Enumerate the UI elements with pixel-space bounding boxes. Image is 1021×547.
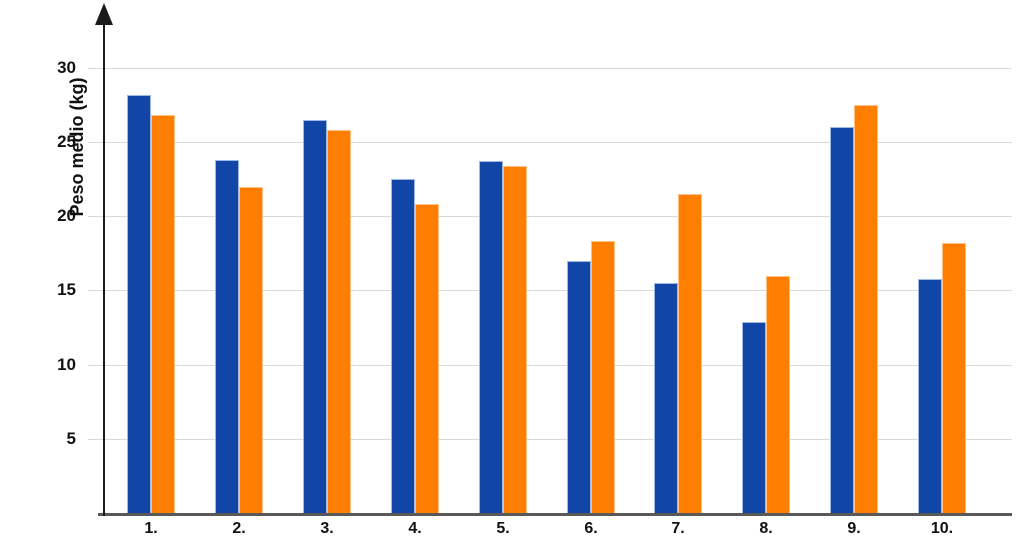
gridline [88,290,1012,291]
x-tick-label: 10. [930,520,954,537]
bar-serie-naranja-cat-3 [327,130,351,513]
x-tick-label: 6. [584,520,598,537]
y-tick-label: 5 [66,429,76,448]
y-tick-label: 25 [57,132,76,151]
x-tick-label: 5. [496,520,510,537]
bar-serie-naranja-cat-4 [415,204,439,513]
bar-serie-azul-cat-2 [215,160,239,513]
bar-serie-naranja-cat-5 [503,166,527,513]
gridline [88,365,1012,366]
bar-serie-azul-cat-3 [303,120,327,513]
gridline [88,439,1012,440]
x-tick-label: 1. [144,520,158,537]
x-tick-label: 3. [320,520,334,537]
x-tick-label: 7. [671,520,685,537]
x-tick-label: 4. [408,520,422,537]
x-axis-line [98,513,1012,516]
bar-serie-naranja-cat-8 [766,276,790,513]
bar-serie-azul-cat-6 [567,261,591,513]
x-tick-label: 9. [847,520,861,537]
y-axis-arrowhead-icon [95,3,113,25]
bar-serie-azul-cat-8 [742,322,766,513]
bar-serie-naranja-cat-2 [239,187,263,513]
bar-serie-azul-cat-5 [479,161,503,513]
y-tick-label: 20 [57,206,76,225]
bar-serie-azul-cat-10 [918,279,942,513]
y-axis-line [103,18,105,516]
y-tick-label: 15 [57,280,76,299]
bar-serie-naranja-cat-6 [591,241,615,513]
y-tick-label: 30 [57,58,76,77]
bar-serie-azul-cat-4 [391,179,415,513]
bar-serie-azul-cat-9 [830,127,854,513]
gridline [88,216,1012,217]
bar-serie-naranja-cat-10 [942,243,966,513]
gridline [88,142,1012,143]
bar-serie-naranja-cat-9 [854,105,878,513]
x-tick-label: 2. [232,520,246,537]
y-tick-label: 10 [57,355,76,374]
bar-serie-naranja-cat-1 [151,115,175,513]
bar-serie-azul-cat-7 [654,283,678,513]
bar-serie-azul-cat-1 [127,95,151,513]
x-tick-label: 8. [759,520,773,537]
bar-serie-naranja-cat-7 [678,194,702,513]
gridline [88,68,1012,69]
